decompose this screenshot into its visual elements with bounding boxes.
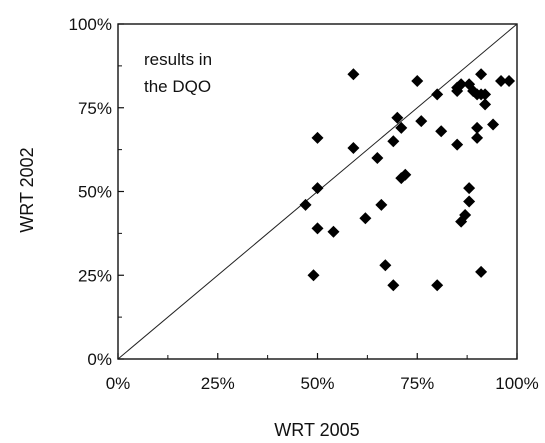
data-point — [395, 121, 408, 134]
data-point — [299, 198, 312, 211]
annotation-line-2: the DQO — [144, 77, 211, 96]
data-point — [455, 78, 468, 91]
data-point — [495, 74, 508, 87]
y-axis-title: WRT 2002 — [17, 147, 37, 232]
data-point — [387, 279, 400, 292]
data-point — [347, 141, 360, 154]
data-point — [487, 118, 500, 131]
data-point — [459, 208, 472, 221]
x-tick-label: 50% — [300, 374, 334, 393]
data-point — [463, 182, 476, 195]
data-point — [391, 111, 404, 124]
data-point — [435, 125, 448, 138]
data-point — [307, 269, 320, 282]
data-point — [475, 68, 488, 81]
y-tick-label: 100% — [69, 15, 112, 34]
data-point — [327, 225, 340, 238]
data-point — [371, 152, 384, 164]
x-tick-label: 0% — [106, 374, 131, 393]
data-point — [415, 115, 428, 128]
data-point — [431, 88, 444, 101]
data-point — [451, 138, 464, 151]
data-point — [479, 98, 492, 111]
annotation: results in the DQO — [144, 50, 212, 96]
x-tick-label: 25% — [201, 374, 235, 393]
x-tick-label: 75% — [400, 374, 434, 393]
data-point — [411, 74, 424, 87]
y-tick-label: 25% — [78, 266, 112, 285]
x-tick-label: 100% — [495, 374, 538, 393]
data-point — [347, 68, 360, 81]
data-point — [471, 121, 484, 134]
data-point — [359, 212, 372, 225]
data-points — [299, 68, 516, 292]
y-tick-label: 50% — [78, 183, 112, 202]
data-point — [503, 74, 516, 87]
data-point — [399, 168, 412, 181]
data-point — [471, 131, 484, 144]
data-point — [387, 135, 400, 148]
data-point — [375, 198, 388, 211]
data-point — [311, 222, 324, 235]
annotation-line-1: results in — [144, 50, 212, 69]
x-axis-title: WRT 2005 — [274, 420, 359, 440]
axis-ticks: 0% 25% 50% 75% 100% 0% 25% 50% 75% 100% — [69, 15, 539, 393]
y-tick-label: 75% — [78, 99, 112, 118]
data-point — [379, 259, 392, 272]
data-point — [431, 279, 444, 292]
data-point — [479, 88, 492, 101]
data-point — [475, 265, 488, 278]
y-tick-label: 0% — [87, 350, 112, 369]
data-point — [311, 131, 324, 144]
data-point — [311, 182, 324, 195]
data-point — [463, 195, 476, 208]
